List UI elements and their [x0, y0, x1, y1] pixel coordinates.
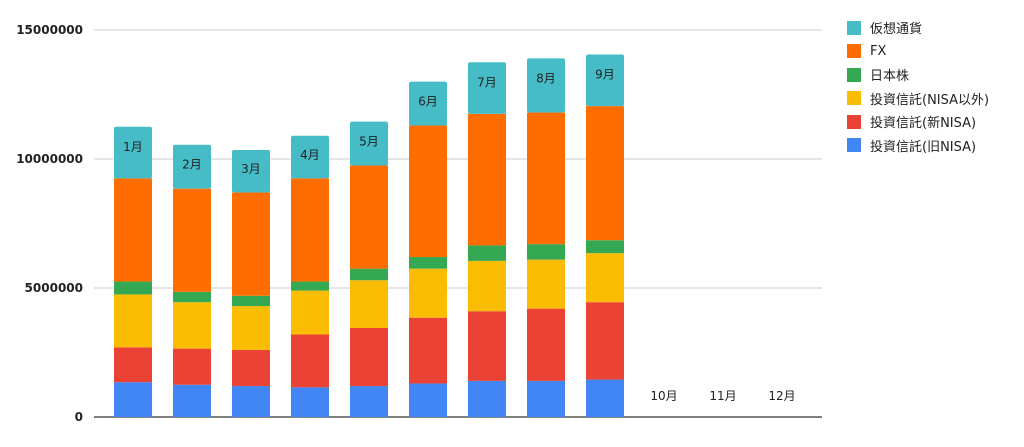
bar-segment — [586, 240, 624, 254]
bar-segment — [586, 302, 624, 380]
bar-segment — [173, 144, 211, 189]
legend-swatch — [847, 20, 861, 35]
bar-segment — [173, 384, 211, 417]
bar-segment — [291, 290, 329, 335]
y-tick-label: 5000000 — [25, 281, 83, 295]
bar-segment — [586, 253, 624, 303]
bar-segment — [468, 260, 506, 312]
legend-swatch — [847, 44, 861, 59]
bar-segment — [527, 259, 565, 309]
bar-segment — [527, 244, 565, 260]
category-label: 7月 — [477, 75, 497, 89]
bar-segment — [350, 386, 388, 417]
bar-segment — [114, 178, 152, 282]
legend-item: 投資信託(旧NISA) — [847, 134, 989, 158]
bar-segment — [232, 295, 270, 307]
legend-item: 投資信託(NISA以外) — [847, 87, 989, 111]
bar-segment — [527, 308, 565, 381]
legend-swatch — [847, 91, 861, 106]
bar-segment — [232, 192, 270, 296]
bar-segment — [409, 257, 447, 269]
bar-segment — [350, 327, 388, 387]
bar-segment — [232, 386, 270, 417]
legend-swatch — [847, 67, 861, 82]
bar-segment — [409, 125, 447, 258]
legend-item: 投資信託(新NISA) — [847, 110, 989, 134]
bar-segment — [409, 268, 447, 318]
category-label: 5月 — [359, 134, 379, 148]
bar-segment — [173, 188, 211, 292]
category-label: 1月 — [123, 140, 143, 154]
bar-segment — [232, 306, 270, 350]
legend-label: 投資信託(旧NISA) — [870, 139, 977, 155]
category-label: 3月 — [241, 162, 261, 176]
bar-segment — [527, 380, 565, 417]
bar-segment — [468, 245, 506, 261]
category-label: 10月 — [650, 389, 677, 403]
bar-segment — [350, 280, 388, 328]
bar-segment — [114, 126, 152, 179]
legend-label: 投資信託(新NISA) — [870, 116, 977, 132]
bar-segment — [468, 311, 506, 381]
bar-segment — [173, 291, 211, 303]
bar-segment — [468, 113, 506, 246]
bar-segment — [409, 81, 447, 126]
bar-segment — [173, 348, 211, 385]
bar-segment — [232, 149, 270, 193]
category-label: 2月 — [182, 158, 202, 172]
legend-label: FX — [870, 43, 887, 59]
bar-segment — [291, 178, 329, 282]
category-label: 9月 — [595, 68, 615, 82]
bar-segment — [350, 268, 388, 281]
legend-item: 日本株 — [847, 63, 989, 87]
legend-swatch — [847, 114, 861, 129]
bar-segment — [291, 281, 329, 291]
legend-label: 仮想通貨 — [870, 22, 923, 38]
bar-segment — [291, 135, 329, 179]
bar-segment — [468, 62, 506, 114]
category-label: 8月 — [536, 71, 556, 85]
bar-segment — [173, 302, 211, 349]
category-label: 11月 — [709, 389, 736, 403]
bar-segment — [232, 349, 270, 387]
bar-segment — [586, 379, 624, 417]
bar-segment — [114, 347, 152, 383]
bar-segment — [527, 112, 565, 245]
bar-segment — [586, 54, 624, 107]
bars — [114, 54, 624, 417]
bar-segment — [291, 334, 329, 388]
y-axis-ticks: 0 5000000 10000000 15000000 — [16, 23, 83, 424]
bar-segment — [468, 380, 506, 417]
legend-label: 投資信託(NISA以外) — [870, 92, 990, 108]
bar-segment — [527, 58, 565, 113]
bar-segment — [409, 383, 447, 417]
legend: 仮想通貨 FX 日本株投資信託(NISA以外) 投資信託(新NISA) 投資信託(旧NI… — [847, 16, 989, 157]
bar-segment — [586, 106, 624, 241]
legend-item: 仮想通貨 — [847, 16, 989, 40]
y-tick-label: 10000000 — [16, 152, 83, 166]
category-label: 6月 — [418, 94, 438, 108]
category-labels: 1月 2月 3月 4月 5月 6月 7月 8月 9月 10月 11月 12月 — [123, 68, 795, 403]
legend-swatch — [847, 138, 861, 153]
y-tick-label: 15000000 — [16, 23, 83, 37]
y-tick-label: 0 — [75, 410, 83, 424]
category-label: 12月 — [768, 389, 795, 403]
bar-segment — [114, 294, 152, 348]
bar-segment — [409, 317, 447, 384]
bar-segment — [350, 121, 388, 166]
bar-segment — [114, 281, 152, 295]
legend-item: FX — [847, 40, 989, 64]
legend-label: 日本株 — [870, 69, 910, 85]
gridlines — [94, 29, 822, 418]
bar-segment — [350, 165, 388, 269]
bar-segment — [291, 387, 329, 417]
category-label: 4月 — [300, 148, 320, 162]
bar-segment — [114, 382, 152, 417]
